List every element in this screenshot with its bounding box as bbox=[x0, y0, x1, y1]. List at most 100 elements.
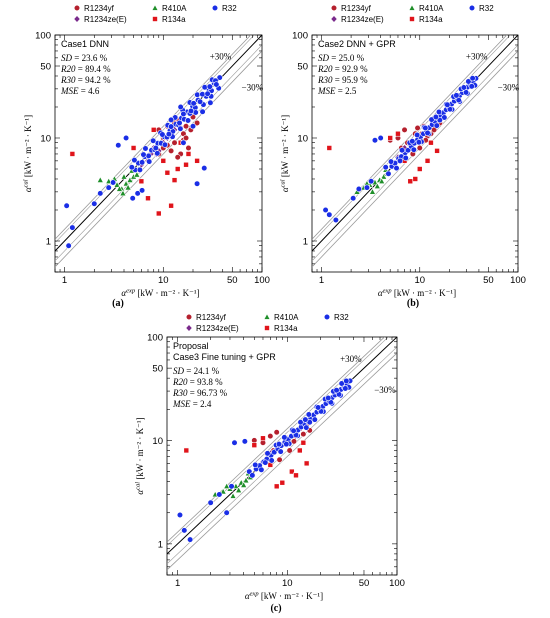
minus-30-line bbox=[312, 50, 518, 268]
y-axis-label-sup: cal bbox=[23, 179, 30, 187]
point-r410a bbox=[120, 172, 128, 180]
x-tick-label: 1 bbox=[175, 578, 180, 589]
x-axis-label-base: α bbox=[121, 288, 126, 298]
point-r1234yf bbox=[167, 147, 175, 154]
point-r134a bbox=[160, 158, 167, 164]
point-r32 bbox=[264, 450, 271, 457]
legend-item-r1234zee: R1234ze(E) bbox=[185, 324, 239, 333]
point-r410a bbox=[96, 176, 104, 183]
point-r32 bbox=[368, 178, 375, 185]
point-r1234yf bbox=[401, 126, 408, 133]
point-r32 bbox=[199, 91, 206, 98]
point-r134a bbox=[424, 158, 431, 164]
point-r134a bbox=[183, 161, 189, 168]
legend-item-r1234yf: R1234yf bbox=[185, 313, 227, 322]
y-tick-label: 100 bbox=[147, 333, 163, 344]
x-tick-label: 10 bbox=[158, 275, 169, 286]
point-r32 bbox=[377, 134, 384, 142]
y-tick-label: 50 bbox=[152, 364, 163, 375]
point-r1234yf bbox=[267, 433, 274, 440]
point-r32 bbox=[433, 122, 440, 129]
point-r32 bbox=[140, 151, 147, 158]
point-r32 bbox=[146, 158, 153, 165]
point-r1234yf bbox=[174, 154, 181, 161]
point-r32 bbox=[277, 448, 284, 455]
point-r32 bbox=[184, 117, 192, 124]
y-axis-label-unit: [kW · m⁻² · K⁻¹] bbox=[280, 115, 290, 179]
point-r32 bbox=[303, 424, 310, 431]
point-r410a bbox=[113, 181, 121, 188]
x-axis-label-sup: exp bbox=[383, 288, 393, 295]
legend-label: R1234ze(E) bbox=[84, 15, 127, 24]
point-r32 bbox=[262, 459, 269, 466]
point-r32 bbox=[315, 404, 322, 411]
point-r32 bbox=[342, 385, 349, 392]
metric-value: = 23.6 % bbox=[72, 53, 108, 63]
point-r134a bbox=[300, 439, 307, 446]
y-tick-label: 100 bbox=[292, 31, 308, 42]
band-label-upper: +30% bbox=[466, 52, 488, 62]
panel-label: (c) bbox=[270, 603, 281, 614]
point-r134a bbox=[185, 151, 192, 157]
x-tick-label: 50 bbox=[359, 578, 370, 589]
legend-marker bbox=[73, 4, 81, 12]
point-r32 bbox=[415, 139, 422, 146]
metric-r20: R20 = 93.8 % bbox=[172, 377, 223, 387]
metric-name: R30 bbox=[172, 388, 188, 398]
legend-marker bbox=[263, 313, 271, 320]
metric-mse: MSE = 2.4 bbox=[172, 399, 212, 409]
point-r134a bbox=[130, 145, 137, 151]
point-r32 bbox=[142, 145, 149, 152]
legend-label: R32 bbox=[334, 313, 349, 322]
point-r32 bbox=[252, 461, 259, 469]
point-r134a bbox=[69, 151, 76, 157]
metric-value: = 94.2 % bbox=[76, 75, 112, 85]
panel-subtitle: Case3 Fine tuning + GPR bbox=[173, 352, 276, 362]
point-r32 bbox=[398, 147, 406, 154]
point-r32 bbox=[332, 216, 339, 224]
x-tick-label: 100 bbox=[254, 275, 270, 286]
legend-marker bbox=[408, 4, 416, 11]
point-r134a bbox=[416, 166, 423, 172]
point-r32 bbox=[216, 74, 223, 81]
legend-item-r32: R32 bbox=[211, 4, 237, 13]
point-r1234yf bbox=[286, 447, 293, 454]
legend-label: R410A bbox=[274, 313, 299, 322]
point-r134a bbox=[303, 460, 310, 467]
point-r134a bbox=[407, 178, 414, 185]
point-r134a bbox=[164, 169, 171, 176]
band-label-lower: −30% bbox=[498, 83, 520, 93]
point-r32 bbox=[410, 146, 417, 153]
point-r32 bbox=[432, 113, 440, 121]
point-r134a bbox=[168, 202, 174, 209]
legend-label: R1234yf bbox=[341, 4, 372, 13]
point-r32 bbox=[326, 211, 333, 218]
x-tick-label: 1 bbox=[319, 275, 324, 286]
y-tick-label: 10 bbox=[152, 436, 163, 447]
point-r32 bbox=[159, 131, 166, 138]
point-r32 bbox=[206, 83, 213, 90]
point-r1234yf bbox=[182, 123, 190, 130]
point-r32 bbox=[194, 91, 201, 98]
point-r32 bbox=[268, 457, 275, 464]
point-r32 bbox=[290, 427, 297, 434]
point-r32 bbox=[150, 137, 157, 144]
minus-20-line bbox=[167, 346, 397, 565]
metric-name: R20 bbox=[172, 377, 188, 387]
metric-name: MSE bbox=[172, 399, 191, 409]
point-r32 bbox=[134, 190, 141, 197]
panel-label: (a) bbox=[112, 298, 124, 309]
metric-r30: R30 = 94.2 % bbox=[60, 75, 111, 85]
point-r32 bbox=[444, 101, 451, 108]
x-tick-label: 10 bbox=[414, 275, 425, 286]
legend-label: R32 bbox=[479, 4, 494, 13]
y-tick-label: 50 bbox=[40, 62, 51, 73]
legend-label: R1234ze(E) bbox=[196, 324, 239, 333]
point-r32 bbox=[138, 187, 146, 194]
legend-marker bbox=[323, 313, 331, 321]
point-r32 bbox=[258, 466, 265, 473]
point-r410a bbox=[378, 177, 386, 184]
metric-value: = 93.8 % bbox=[188, 377, 224, 387]
band-label-upper: +30% bbox=[210, 52, 232, 62]
point-r32 bbox=[165, 131, 173, 138]
